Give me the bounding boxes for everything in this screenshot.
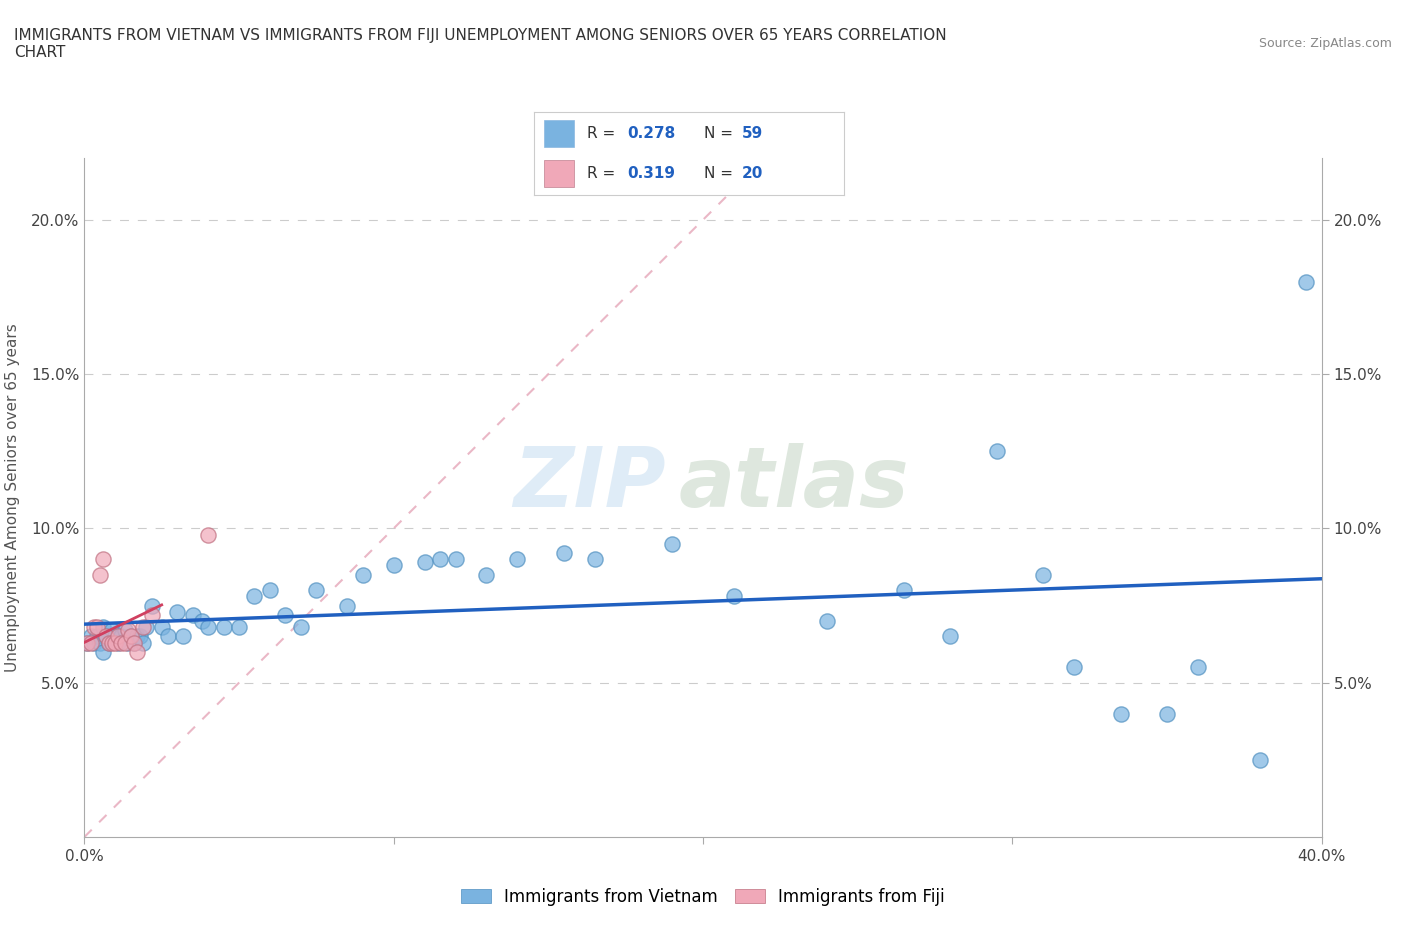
Point: [94, 629, 117, 644]
Point: [83, 635, 105, 650]
Point: [98, 635, 121, 650]
Text: 59: 59: [741, 126, 763, 140]
Point: [893, 583, 915, 598]
FancyBboxPatch shape: [544, 160, 575, 187]
Point: [101, 635, 124, 650]
Point: [91, 619, 114, 634]
Point: [125, 644, 148, 659]
Text: R =: R =: [586, 126, 620, 140]
Text: IMMIGRANTS FROM VIETNAM VS IMMIGRANTS FROM FIJI UNEMPLOYMENT AMONG SENIORS OVER : IMMIGRANTS FROM VIETNAM VS IMMIGRANTS FR…: [14, 28, 946, 60]
Point: [413, 555, 436, 570]
Point: [228, 619, 250, 634]
Point: [274, 607, 297, 622]
Point: [475, 567, 498, 582]
Point: [986, 444, 1008, 458]
Point: [110, 629, 132, 644]
Point: [129, 629, 152, 644]
Point: [104, 629, 127, 644]
Point: [141, 607, 163, 622]
Point: [197, 527, 219, 542]
Point: [86, 629, 108, 644]
Point: [107, 629, 129, 644]
Point: [98, 635, 121, 650]
Text: 0.278: 0.278: [627, 126, 675, 140]
Point: [76, 635, 98, 650]
Point: [1109, 706, 1132, 721]
Point: [101, 623, 124, 638]
Point: [104, 635, 127, 650]
Point: [583, 551, 606, 566]
Point: [156, 629, 179, 644]
Text: R =: R =: [586, 166, 620, 181]
Point: [114, 623, 136, 638]
Point: [120, 629, 142, 644]
Point: [79, 629, 101, 644]
Point: [429, 551, 451, 566]
Point: [259, 583, 281, 598]
Point: [1187, 660, 1209, 675]
Point: [89, 635, 111, 650]
Point: [243, 589, 266, 604]
Point: [197, 619, 219, 634]
Point: [141, 598, 163, 613]
Point: [212, 619, 235, 634]
Point: [553, 546, 575, 561]
Point: [117, 635, 139, 650]
Point: [1295, 274, 1317, 289]
Point: [125, 629, 148, 644]
Point: [290, 619, 312, 634]
Point: [122, 635, 145, 650]
Text: Source: ZipAtlas.com: Source: ZipAtlas.com: [1258, 37, 1392, 50]
Point: [120, 629, 142, 644]
FancyBboxPatch shape: [544, 120, 575, 147]
Point: [110, 635, 132, 650]
Point: [506, 551, 529, 566]
Point: [91, 644, 114, 659]
Point: [1249, 752, 1271, 767]
Point: [1032, 567, 1054, 582]
Legend: Immigrants from Vietnam, Immigrants from Fiji: Immigrants from Vietnam, Immigrants from…: [454, 881, 952, 912]
Point: [94, 629, 117, 644]
Point: [132, 619, 155, 634]
Point: [91, 551, 114, 566]
Text: ZIP: ZIP: [513, 444, 666, 525]
Point: [336, 598, 359, 613]
Point: [815, 614, 838, 629]
Point: [166, 604, 188, 619]
Point: [172, 629, 194, 644]
Point: [661, 537, 683, 551]
Point: [107, 635, 129, 650]
Point: [132, 635, 155, 650]
Text: N =: N =: [704, 166, 738, 181]
Point: [150, 619, 173, 634]
Point: [191, 614, 214, 629]
Point: [83, 619, 105, 634]
Point: [135, 619, 157, 634]
Point: [89, 567, 111, 582]
Point: [181, 607, 204, 622]
Point: [114, 635, 136, 650]
Point: [79, 635, 101, 650]
Point: [444, 551, 467, 566]
Point: [86, 619, 108, 634]
Y-axis label: Unemployment Among Seniors over 65 years: Unemployment Among Seniors over 65 years: [6, 324, 20, 671]
Text: 20: 20: [741, 166, 763, 181]
Point: [117, 623, 139, 638]
Point: [76, 635, 98, 650]
Text: atlas: atlas: [678, 444, 908, 525]
Point: [382, 558, 405, 573]
Point: [122, 635, 145, 650]
Point: [352, 567, 374, 582]
Text: 0.319: 0.319: [627, 166, 675, 181]
Point: [939, 629, 962, 644]
Point: [305, 583, 328, 598]
Point: [1063, 660, 1085, 675]
Point: [1156, 706, 1178, 721]
Point: [723, 589, 745, 604]
Text: N =: N =: [704, 126, 738, 140]
